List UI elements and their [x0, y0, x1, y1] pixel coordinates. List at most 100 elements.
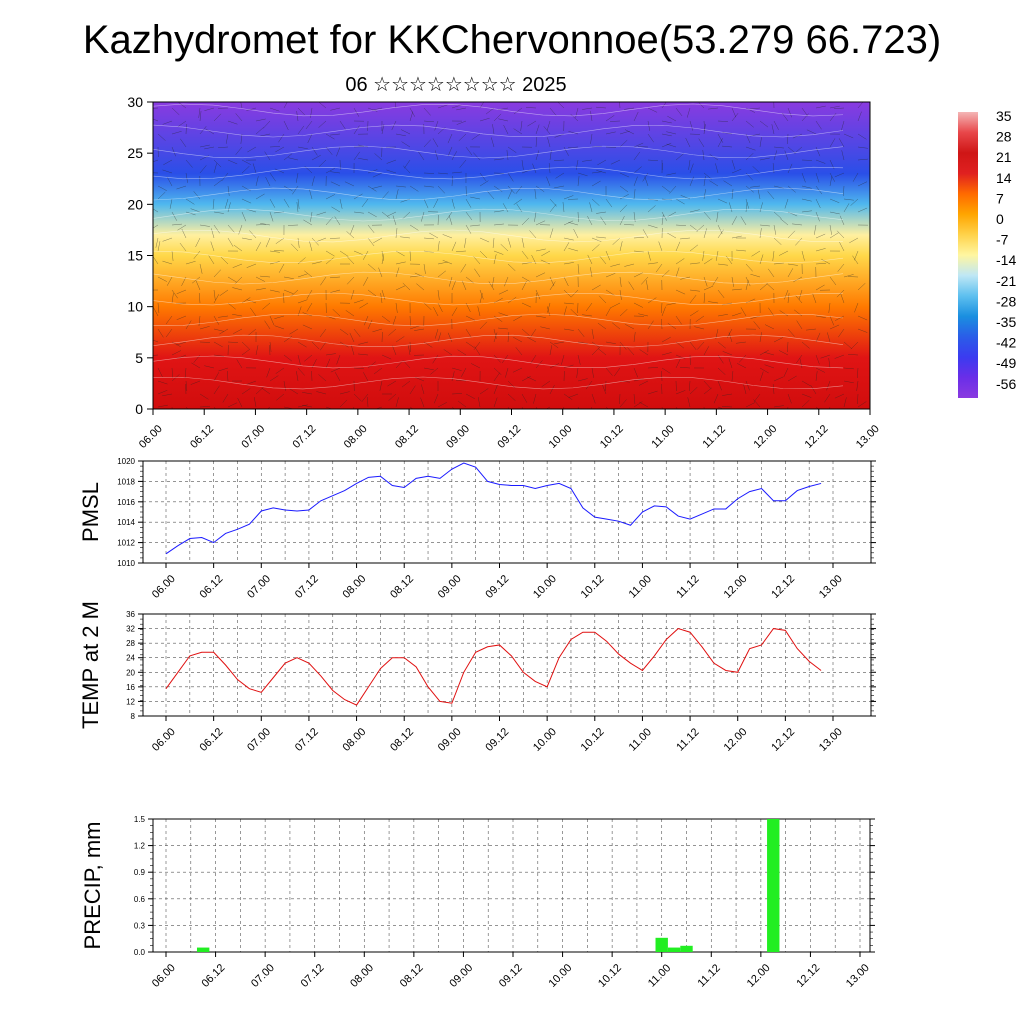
wind-barb — [703, 276, 708, 287]
x-tick-label: 08.12 — [388, 726, 416, 754]
wind-barb — [320, 341, 327, 351]
contour-line — [153, 145, 844, 159]
wind-barb — [591, 244, 600, 252]
wind-barb — [474, 268, 481, 278]
wind-barb — [717, 229, 724, 239]
x-tick-label: 07.12 — [291, 423, 319, 451]
wind-barb — [787, 146, 796, 154]
wind-barb — [457, 349, 467, 356]
wind-barb — [715, 328, 719, 339]
panel-frame — [142, 613, 872, 717]
wind-barb — [647, 224, 658, 229]
x-tick-label: 06.12 — [198, 726, 226, 754]
wind-barb — [283, 354, 293, 362]
wind-barb — [839, 215, 845, 226]
wind-barb — [842, 185, 845, 196]
wind-barb — [507, 172, 514, 182]
wind-barb — [283, 335, 293, 343]
wind-barb — [269, 345, 271, 356]
wind-barb — [423, 120, 434, 123]
wind-barb — [204, 146, 215, 150]
wind-barb — [728, 202, 733, 213]
wind-barb — [740, 216, 747, 226]
contour-line — [153, 166, 844, 180]
wind-barb — [353, 125, 360, 135]
wind-barb — [372, 172, 383, 178]
wind-barb — [751, 250, 761, 257]
wind-barb — [465, 146, 473, 156]
x-tick-label: 10.12 — [598, 423, 626, 451]
chart-subtitle: 06 ☆☆☆☆☆☆☆☆ 2025 — [345, 74, 567, 96]
wind-barb — [534, 211, 537, 222]
y-tick-label: 1.5 — [134, 815, 146, 824]
wind-barb — [857, 401, 867, 408]
wind-barb — [633, 189, 636, 200]
wind-barb — [274, 315, 285, 319]
wind-barb — [395, 189, 399, 200]
wind-barb — [276, 393, 285, 401]
wind-barb — [269, 250, 280, 253]
wind-barb — [434, 150, 439, 161]
wind-barb — [596, 211, 607, 214]
wind-barb — [374, 153, 383, 161]
wind-barb — [639, 401, 649, 408]
wind-barb — [669, 185, 677, 194]
wind-barb — [515, 347, 523, 356]
wind-barb — [414, 376, 425, 382]
x-tick-label: 11.00 — [646, 962, 673, 989]
wind-barb — [546, 120, 551, 131]
panel-temp-at-2-m: 8 12 16 20 24 28 32 36 06.00 06.12 07.00 07.12 08.00… — [78, 601, 876, 754]
colorbar-label: -56 — [996, 376, 1016, 392]
wind-barb — [843, 397, 847, 408]
wind-barb — [689, 262, 700, 265]
wind-barb — [504, 276, 509, 287]
wind-barb — [821, 258, 831, 265]
wind-barb — [680, 195, 691, 200]
wind-barb — [157, 241, 161, 252]
wind-barb — [658, 241, 663, 252]
colorbar-label: -28 — [996, 293, 1016, 309]
wind-barb — [703, 228, 707, 239]
wind-barb — [394, 102, 397, 109]
wind-barb — [647, 250, 651, 261]
wind-barb — [602, 384, 607, 395]
x-tick-label: 11.00 — [649, 423, 676, 450]
wind-barb — [409, 315, 411, 326]
wind-barb — [605, 131, 616, 135]
wind-barb — [633, 401, 643, 408]
wind-barb — [507, 332, 510, 343]
wind-barb — [633, 151, 641, 161]
wind-barb — [451, 393, 462, 395]
wind-barb — [563, 364, 574, 369]
wind-barb — [605, 115, 615, 122]
wind-barb — [477, 397, 481, 408]
wind-barb — [157, 185, 167, 191]
wind-barb — [292, 185, 299, 195]
wind-barb — [753, 393, 761, 403]
wind-barb — [722, 406, 733, 408]
wind-barb — [703, 211, 711, 220]
wind-barb — [549, 384, 555, 395]
wind-barb — [295, 172, 299, 183]
wind-barb — [213, 179, 223, 187]
x-tick-label: 09.00 — [436, 573, 464, 601]
wind-barb — [647, 159, 658, 161]
wind-barb — [171, 146, 176, 157]
wind-barb — [311, 154, 321, 161]
wind-barb — [381, 211, 390, 219]
x-tick-label: 07.00 — [239, 423, 267, 451]
wind-barb — [395, 267, 400, 278]
wind-barb — [591, 367, 594, 378]
colorbar-label: 21 — [996, 149, 1012, 165]
x-tick-label: 13.00 — [817, 573, 845, 601]
wind-barb — [381, 354, 392, 360]
wind-barb — [437, 332, 442, 343]
wind-barb — [325, 257, 334, 265]
wind-barb — [815, 120, 822, 130]
wind-barb — [311, 176, 315, 187]
wind-barb — [423, 263, 426, 274]
colorbar-label: -21 — [996, 273, 1016, 289]
wind-barb — [227, 224, 235, 233]
wind-barb — [235, 146, 243, 155]
x-tick-label: 13.00 — [844, 962, 872, 990]
